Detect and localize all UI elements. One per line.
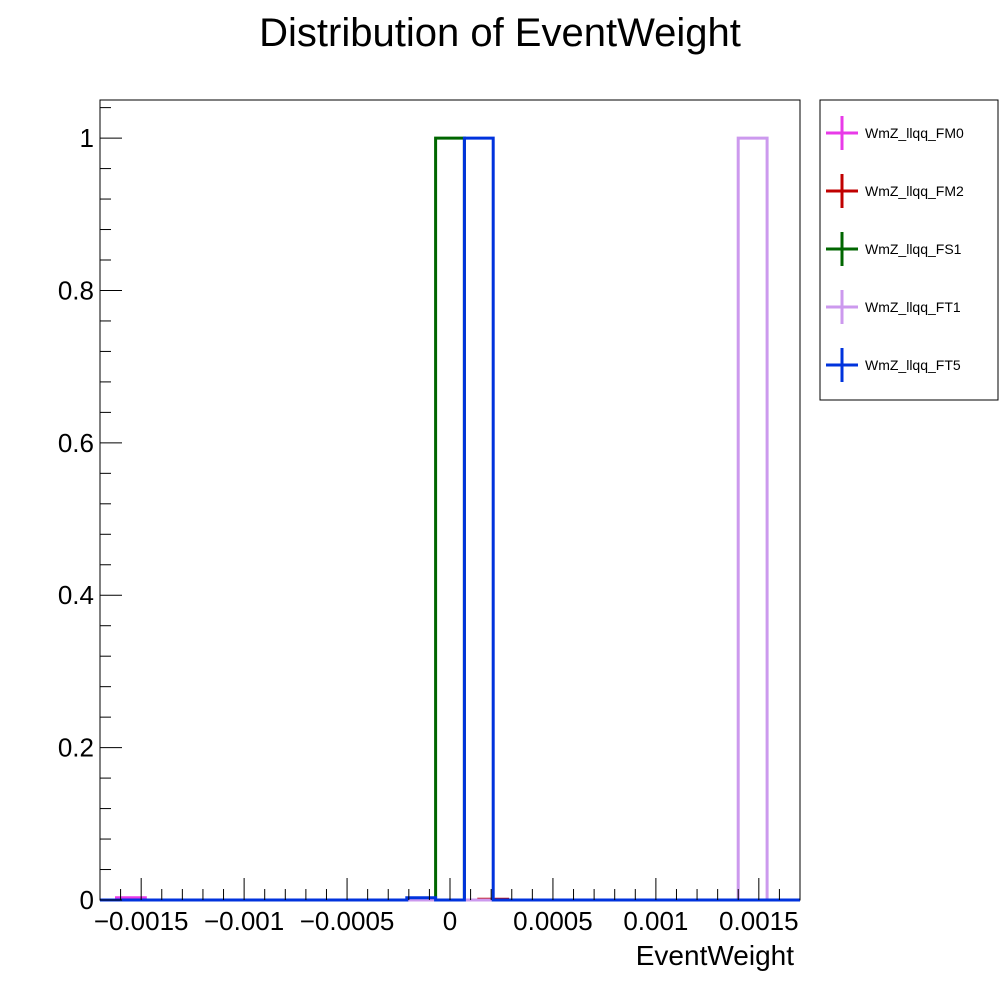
plot-frame [99,99,801,901]
series-line-wmz-llqq-ft1 [100,136,800,902]
series-line-wmz-llqq-ft5 [100,136,800,902]
series-line-wmz-llqq-fs1 [100,136,800,902]
x-tick-label: −0.001 [204,906,284,936]
legend: WmZ_llqq_FM0 WmZ_llqq_FM2 WmZ_llqq_FS1 WmZ_… [819,99,999,401]
x-tick-label: 0.0015 [719,906,799,936]
legend-label-wmz-llqq-fs1: WmZ_llqq_FS1 [865,241,962,257]
legend-items: WmZ_llqq_FM0 WmZ_llqq_FM2 WmZ_llqq_FS1 WmZ_… [826,116,964,382]
y-tick-label: 0 [80,885,94,915]
y-tick-label: 0.8 [58,275,94,305]
y-tick-label: 1 [80,123,94,153]
x-tick-label: 0 [443,906,457,936]
histogram-bars [100,136,800,902]
legend-label-wmz-llqq-ft5: WmZ_llqq_FT5 [865,357,961,373]
legend-label-wmz-llqq-fm0: WmZ_llqq_FM0 [865,125,964,141]
x-tick-label: −0.0005 [300,906,395,936]
y-tick-label: 0.6 [58,428,94,458]
chart-title: Distribution of EventWeight [259,11,741,55]
y-tick-label: 0.4 [58,580,94,610]
y-tick-label: 0.2 [58,733,94,763]
legend-label-wmz-llqq-ft1: WmZ_llqq_FT1 [865,299,961,315]
x-tick-label: 0.001 [623,906,688,936]
x-axis-ticks: −0.0015 −0.001 −0.0005 0 0.0005 0.001 0.0015 [94,878,801,936]
legend-label-wmz-llqq-fm2: WmZ_llqq_FM2 [865,183,964,199]
y-axis-ticks: 0 0.2 0.4 0.6 0.8 1 [58,107,122,915]
x-tick-label: 0.0005 [513,906,593,936]
x-tick-label: −0.0015 [94,906,189,936]
x-axis-label: EventWeight [636,940,794,971]
